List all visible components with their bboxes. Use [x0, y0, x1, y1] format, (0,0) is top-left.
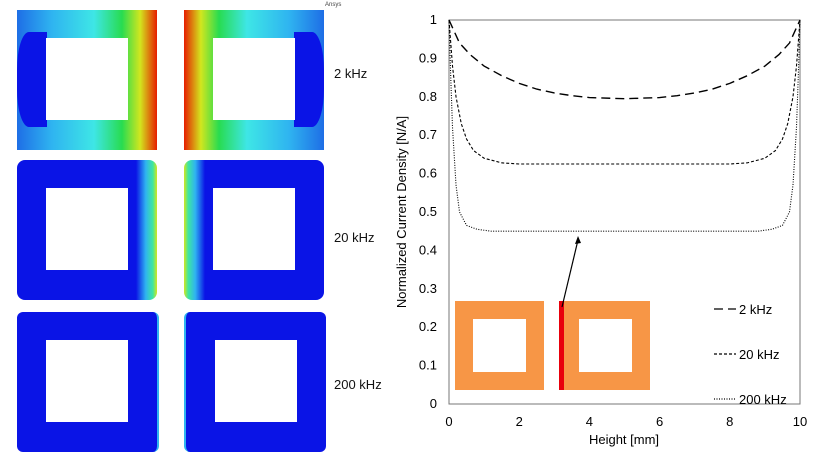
x-tick-label: 10 — [793, 414, 807, 429]
x-tick-label: 2 — [516, 414, 523, 429]
field-plot-20khz-left — [17, 160, 157, 300]
annotation-arrow — [561, 239, 579, 308]
field-plot-20khz-right — [184, 160, 324, 300]
ansys-logo: Ansys — [325, 2, 342, 8]
series-line-200khz — [448, 19, 801, 232]
field-plot-200khz-right — [184, 312, 326, 452]
y-tick-label: 0.8 — [419, 89, 437, 104]
field-plot-2khz-right — [184, 10, 324, 150]
arrow-head — [575, 236, 581, 244]
series-line-20khz — [448, 19, 801, 165]
series-line-2khz — [448, 19, 801, 100]
freq-label-20khz: 20 kHz — [334, 230, 375, 245]
y-axis-label: Normalized Current Density [N/A] — [394, 116, 409, 308]
inset-conductor-diagram — [455, 236, 650, 390]
y-tick-label: 0.6 — [419, 166, 437, 181]
inset-highlight-edge — [559, 301, 564, 390]
y-tick-label: 0.2 — [419, 319, 437, 334]
freq-label-2khz: 2 kHz — [334, 66, 368, 81]
y-tick-label: 0.7 — [419, 127, 437, 142]
legend-label: 200 kHz — [739, 392, 787, 407]
y-tick-label: 0.4 — [419, 242, 437, 257]
freq-label-200khz: 200 kHz — [334, 377, 382, 392]
y-tick-label: 0.1 — [419, 358, 437, 373]
x-tick-label: 0 — [445, 414, 452, 429]
field-plot-200khz-left — [17, 312, 159, 452]
legend-label: 20 kHz — [739, 347, 779, 362]
x-axis-label: Height [mm] — [589, 432, 659, 447]
y-tick-label: 0.9 — [419, 50, 437, 65]
y-tick-label: 0 — [430, 396, 437, 411]
y-tick-label: 0.3 — [419, 281, 437, 296]
x-tick-label: 8 — [726, 414, 733, 429]
x-tick-label: 4 — [586, 414, 593, 429]
y-tick-label: 0.5 — [419, 204, 437, 219]
y-tick-label: 1 — [430, 12, 437, 27]
x-tick-label: 6 — [656, 414, 663, 429]
plot-frame — [448, 19, 801, 405]
field-plot-2khz-left — [17, 10, 157, 150]
legend-label: 2 kHz — [739, 302, 772, 317]
